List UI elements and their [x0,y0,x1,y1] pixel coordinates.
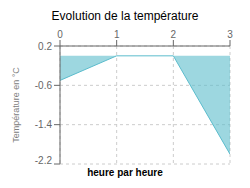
svg-text:-2.2: -2.2 [35,155,53,166]
svg-text:Température en °C: Température en °C [11,67,21,143]
svg-text:-1.4: -1.4 [35,119,53,130]
svg-text:2: 2 [171,29,177,40]
svg-text:1: 1 [114,29,120,40]
svg-text:0.2: 0.2 [38,41,52,52]
html-text:Evolution de la température: Evolution de la température [51,9,199,23]
svg-text:-0.6: -0.6 [35,80,53,91]
svg-text:3: 3 [227,29,233,40]
svg-text:0: 0 [57,29,63,40]
html-text:heure par heure: heure par heure [87,167,163,178]
